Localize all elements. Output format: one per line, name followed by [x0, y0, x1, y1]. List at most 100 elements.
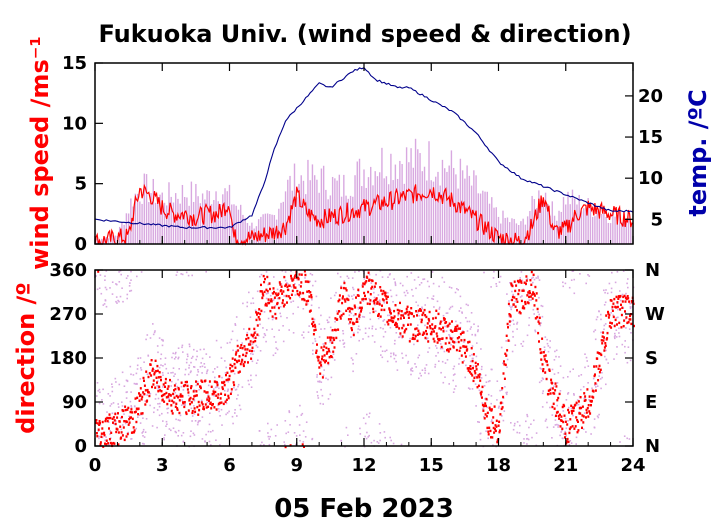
gust-direction-point [544, 420, 547, 422]
gust-direction-point [522, 340, 525, 343]
wind-direction-point [455, 329, 458, 332]
gust-direction-point [214, 386, 217, 389]
gust-direction-point [612, 314, 614, 317]
wind-direction-point [212, 390, 215, 393]
wind-direction-point [450, 337, 453, 341]
wind-direction-point [560, 419, 563, 422]
wind-direction-point [260, 309, 263, 313]
gust-direction-point [294, 283, 296, 285]
wind-direction-point [300, 273, 303, 276]
wind-direction-point [244, 348, 247, 351]
wind-direction-point [140, 398, 143, 401]
wind-direction-point [462, 331, 465, 334]
wind-direction-point [142, 391, 145, 394]
gust-direction-point [281, 270, 284, 272]
wind-direction-point [341, 301, 344, 305]
gust-direction-point [417, 276, 420, 278]
wind-direction-point [178, 411, 181, 415]
wind-direction-point [477, 363, 479, 366]
wind-direction-point [228, 378, 231, 381]
wind-direction-point [568, 427, 571, 431]
wind-direction-point [590, 399, 593, 403]
wind-direction-point [623, 319, 626, 322]
wind-direction-point [268, 301, 271, 305]
gust-direction-point [425, 338, 428, 340]
wind-direction-point [409, 323, 412, 326]
gust-direction-point [255, 362, 258, 364]
wind-direction-point [431, 327, 434, 331]
wind-direction-point [568, 431, 571, 435]
wind-direction-point [581, 405, 584, 408]
wind-direction-point [572, 409, 575, 412]
wind-direction-point [502, 395, 505, 399]
wind-direction-point [216, 396, 219, 399]
gust-direction-point [343, 280, 345, 282]
gust-direction-point [506, 366, 508, 368]
gust-direction-point [362, 417, 365, 419]
wind-direction-point [265, 304, 268, 307]
wind-direction-point [504, 363, 507, 367]
wind-direction-point [381, 292, 384, 296]
gust-direction-point [309, 280, 311, 283]
wind-direction-point [585, 416, 587, 419]
gust-direction-point [611, 308, 613, 310]
wind-direction-point [408, 340, 411, 343]
wind-direction-point [358, 315, 361, 318]
gust-direction-point [190, 357, 193, 359]
gust-direction-point [359, 433, 362, 435]
gust-direction-point [161, 344, 164, 347]
gust-direction-point [201, 438, 204, 440]
gust-direction-point [348, 323, 350, 325]
wind-direction-point [485, 397, 488, 401]
gust-direction-point [188, 367, 190, 369]
wind-direction-point [350, 327, 353, 330]
wind-direction-point [230, 388, 233, 391]
gust-direction-point [498, 281, 501, 283]
wind-direction-point [438, 337, 441, 341]
wind-direction-point [260, 290, 263, 293]
wind-direction-point [208, 397, 211, 400]
gust-direction-point [626, 282, 628, 285]
gust-direction-point [314, 338, 316, 340]
wind-direction-point [320, 346, 323, 349]
wind-direction-point [415, 310, 418, 313]
wind-direction-point [578, 407, 581, 410]
wind-direction-point [338, 298, 341, 301]
gust-direction-point [420, 374, 422, 377]
wind-direction-point [598, 371, 601, 374]
gust-direction-point [422, 278, 424, 281]
wind-direction-point [153, 371, 156, 374]
wind-direction-point [534, 317, 537, 320]
wind-direction-point [182, 402, 185, 405]
wind-direction-point [114, 412, 117, 416]
wind-direction-point [379, 315, 382, 318]
gust-direction-point [585, 356, 588, 359]
gust-direction-point [255, 374, 257, 377]
gust-direction-point [105, 436, 107, 438]
wind-direction-point [476, 386, 479, 389]
wind-direction-point [337, 328, 340, 331]
gust-direction-point [567, 420, 569, 422]
gust-direction-point [259, 350, 262, 352]
wind-direction-point [193, 407, 196, 410]
wind-direction-point [309, 309, 312, 312]
gust-direction-point [393, 343, 396, 345]
wind-direction-point [493, 405, 496, 408]
wind-direction-point [353, 304, 356, 307]
gust-direction-point [276, 297, 279, 300]
gust-direction-point [442, 381, 445, 384]
wind-direction-point [205, 391, 208, 394]
wind-direction-point [123, 420, 126, 423]
gust-direction-point [188, 345, 191, 348]
wind-direction-point [225, 398, 228, 401]
gust-direction-point [568, 444, 571, 446]
gust-direction-point [366, 413, 368, 416]
gust-direction-point [268, 438, 270, 440]
gust-direction-point [423, 278, 426, 280]
gust-direction-point [368, 434, 370, 437]
gust-direction-point [618, 332, 620, 334]
gust-direction-point [579, 273, 581, 275]
wind-direction-point [604, 344, 607, 347]
gust-direction-point [334, 321, 336, 323]
